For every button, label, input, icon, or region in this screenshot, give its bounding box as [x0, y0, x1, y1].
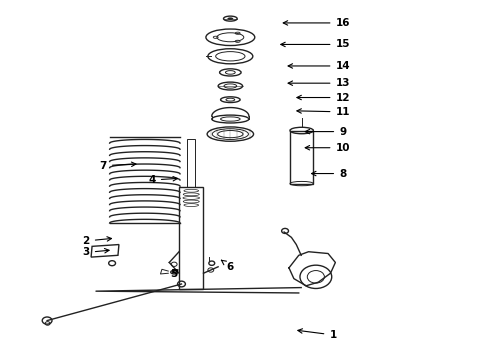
Text: 4: 4 — [148, 175, 177, 185]
Text: 11: 11 — [297, 107, 350, 117]
Text: 8: 8 — [312, 168, 346, 179]
Text: 14: 14 — [288, 61, 350, 71]
Text: 13: 13 — [288, 78, 350, 88]
Text: 7: 7 — [99, 161, 136, 171]
Text: 9: 9 — [305, 127, 346, 136]
Text: 5: 5 — [171, 269, 178, 279]
Bar — [179, 187, 203, 289]
Ellipse shape — [227, 17, 233, 20]
Text: 6: 6 — [221, 260, 234, 272]
Text: 15: 15 — [281, 40, 350, 49]
Bar — [187, 139, 195, 187]
Text: 3: 3 — [83, 247, 109, 257]
Text: 2: 2 — [83, 236, 112, 246]
Bar — [290, 131, 314, 184]
Text: 12: 12 — [297, 93, 350, 103]
Text: 16: 16 — [283, 18, 350, 28]
Text: 10: 10 — [305, 143, 350, 153]
Text: 1: 1 — [298, 329, 337, 340]
